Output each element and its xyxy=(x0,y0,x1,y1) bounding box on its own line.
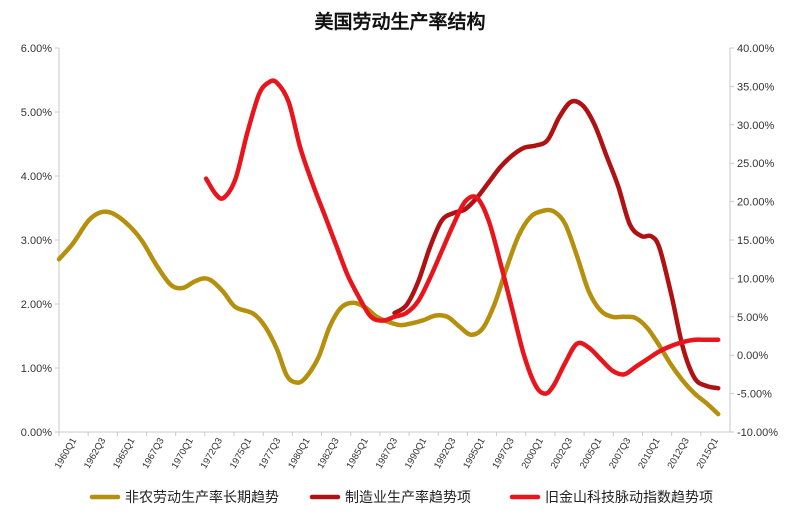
x-tick-label: 1967Q3 xyxy=(140,436,166,471)
x-tick-label: 1975Q1 xyxy=(228,436,254,471)
x-tick-label: 2010Q1 xyxy=(636,436,662,471)
x-tick-label: 1972Q3 xyxy=(199,436,225,471)
legend-label-3: 旧金山科技脉动指数趋势项 xyxy=(545,490,713,506)
right-y-tick-label: 10.00% xyxy=(737,273,775,285)
right-y-tick-label: 35.00% xyxy=(737,81,775,93)
x-tick-label: 1982Q3 xyxy=(315,436,341,471)
right-y-tick-label: -10.00% xyxy=(737,427,778,439)
x-tick-label: 1987Q3 xyxy=(374,436,400,471)
x-tick-label: 1965Q1 xyxy=(111,436,137,471)
right-y-tick-label: 15.00% xyxy=(737,235,775,247)
chart-axes: 0.00% 1.00% 2.00% 3.00% 4.00% 5.00% 6.00% -10.0… xyxy=(21,43,778,471)
legend-label-2: 制造业生产率趋势项 xyxy=(345,489,471,506)
x-tick-label: 1995Q1 xyxy=(461,436,487,471)
left-y-tick-label: 6.00% xyxy=(21,43,52,55)
left-y-tick-label: 1.00% xyxy=(21,363,52,375)
right-y-tick-label: 0.00% xyxy=(737,350,768,362)
series-line-2 xyxy=(392,98,721,391)
right-y-tick-label: 30.00% xyxy=(737,120,775,132)
right-y-tick-label: 40.00% xyxy=(737,43,775,55)
left-y-tick-label: 0.00% xyxy=(21,427,52,439)
x-tick-label: 1960Q1 xyxy=(53,436,79,471)
x-tick-label: 1980Q1 xyxy=(286,436,312,471)
x-tick-label: 2007Q3 xyxy=(607,436,633,471)
left-y-tick-label: 2.00% xyxy=(21,299,52,311)
x-tick-label: 1962Q3 xyxy=(82,436,108,471)
chart-series-lines xyxy=(56,78,721,417)
series-line-3 xyxy=(203,78,721,396)
x-tick-label: 2015Q1 xyxy=(695,436,721,471)
x-tick-label: 1990Q1 xyxy=(403,436,429,471)
x-tick-label: 2000Q1 xyxy=(520,436,546,471)
x-tick-label: 1985Q1 xyxy=(344,436,370,471)
x-tick-label: 2005Q1 xyxy=(578,436,604,471)
x-tick-label: 1992Q3 xyxy=(432,436,458,471)
x-tick-label: 1997Q3 xyxy=(490,436,516,471)
left-y-tick-label: 4.00% xyxy=(21,171,52,183)
x-tick-label: 1977Q3 xyxy=(257,436,283,471)
chart-title: 美国劳动生产率结构 xyxy=(314,10,485,33)
left-y-tick-label: 5.00% xyxy=(21,107,52,119)
x-tick-label: 2012Q3 xyxy=(665,436,691,471)
left-y-tick-label: 3.00% xyxy=(21,235,52,247)
legend-label-1: 非农劳动生产率长期趋势 xyxy=(125,489,279,506)
right-y-tick-label: 5.00% xyxy=(737,312,768,324)
series-line-1 xyxy=(56,207,721,417)
x-tick-label: 2002Q3 xyxy=(549,436,575,471)
right-y-tick-label: 25.00% xyxy=(737,158,775,170)
right-y-tick-label: -5.00% xyxy=(737,389,772,401)
x-tick-label: 1970Q1 xyxy=(169,436,195,471)
right-y-tick-label: 20.00% xyxy=(737,197,775,209)
chart-legend: 非农劳动生产率长期趋势 制造业生产率趋势项 旧金山科技脉动指数趋势项 xyxy=(89,489,713,506)
